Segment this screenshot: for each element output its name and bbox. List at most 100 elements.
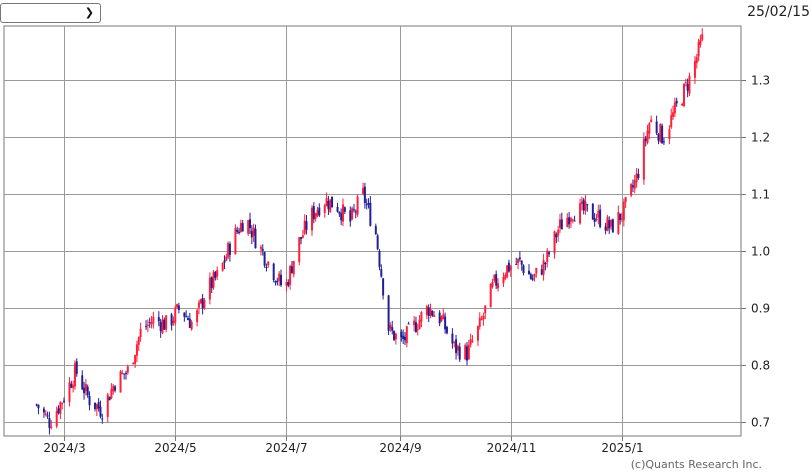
candle-body [661, 125, 664, 144]
candle-body [363, 186, 366, 204]
candle-body [451, 333, 454, 344]
candle-body [407, 323, 410, 325]
candle-body [203, 300, 206, 309]
candle-body [152, 316, 155, 324]
candle-body [135, 344, 138, 356]
candle-body [289, 265, 292, 285]
candle-body [125, 372, 127, 374]
candle-body [637, 174, 640, 178]
candle-body [606, 217, 609, 231]
candle-body [327, 201, 330, 210]
candle-body [480, 318, 483, 320]
candle-body [591, 203, 594, 220]
candle-body [420, 312, 423, 322]
candle-body [267, 261, 270, 266]
candle-body [311, 207, 313, 231]
candle-body [305, 221, 308, 230]
chevron-down-icon: ❯ [84, 6, 94, 19]
candle-body [495, 274, 498, 286]
candle-body [455, 339, 458, 353]
candle-body [509, 266, 512, 271]
candle-body [272, 263, 275, 281]
candle-body [214, 271, 217, 278]
candle-body [380, 269, 383, 277]
date-stamp: 25/02/15 [747, 4, 810, 20]
candle-body [356, 196, 359, 215]
candle-body [404, 336, 406, 341]
candle-body [684, 82, 687, 84]
candle-body [68, 382, 71, 403]
candle-body [517, 258, 520, 264]
candle-body [416, 329, 419, 331]
candle-body [35, 404, 38, 406]
candle-body [642, 138, 645, 180]
candle-body [106, 394, 109, 417]
candle-body [165, 315, 168, 330]
candle-body [528, 270, 530, 275]
candle-body [108, 397, 111, 401]
candle-body [413, 320, 416, 326]
candle-body [533, 274, 536, 278]
candle-body [484, 305, 487, 314]
candle-body [50, 426, 53, 429]
x-tick-label: 2024/5 [154, 441, 196, 455]
period-select[interactable]: ❯ [0, 3, 101, 23]
candle-body [393, 330, 396, 341]
y-tick-label: 1.3 [751, 74, 770, 88]
candle-body [145, 326, 148, 328]
candle-body [506, 265, 509, 277]
candle-body [646, 130, 649, 143]
candle-body [170, 314, 173, 326]
candle-body [389, 325, 392, 329]
candle-body [522, 265, 525, 274]
candle-body [303, 220, 306, 234]
candle-body [351, 208, 354, 220]
candle-body [544, 262, 547, 264]
copyright-text: (c)Quants Research Inc. [630, 458, 762, 471]
candle-body [394, 333, 397, 340]
candle-body [378, 250, 381, 267]
candle-body [73, 363, 76, 387]
candle-body [249, 219, 251, 229]
candle-body [566, 217, 569, 227]
candle-body [190, 322, 193, 330]
candle-body [369, 202, 372, 226]
candle-body [42, 408, 45, 413]
candle-body [238, 231, 241, 234]
candle-body [340, 213, 343, 221]
candle-body [132, 362, 135, 365]
candle-body [644, 138, 647, 141]
candle-body [101, 418, 104, 420]
candle-body [312, 206, 315, 220]
candle-body [46, 415, 49, 417]
candle-body [391, 327, 394, 331]
candle-body [44, 413, 47, 415]
candle-body [72, 385, 75, 389]
candle-body [438, 312, 441, 324]
candle-body [595, 219, 598, 221]
candle-body [159, 322, 162, 332]
candle-body [70, 383, 73, 388]
candle-body [112, 385, 115, 392]
candle-body [699, 39, 702, 45]
candle-body [553, 231, 556, 254]
candle-body [597, 211, 600, 218]
candle-body [659, 123, 662, 142]
candle-body [280, 274, 282, 286]
candle-body [250, 230, 253, 238]
candle-body [586, 204, 589, 206]
candle-body [655, 121, 658, 134]
candle-body [172, 320, 175, 324]
candle-body [440, 316, 443, 322]
y-tick-label: 1.0 [751, 245, 770, 259]
candle-body [701, 34, 704, 40]
candle-body [491, 282, 494, 287]
candle-body [94, 402, 96, 410]
candle-body [285, 282, 288, 286]
candle-body [619, 213, 622, 221]
candle-body [467, 344, 470, 360]
candle-body [221, 262, 224, 271]
x-tick-label: 2024/9 [379, 441, 421, 455]
candle-body [497, 283, 499, 289]
